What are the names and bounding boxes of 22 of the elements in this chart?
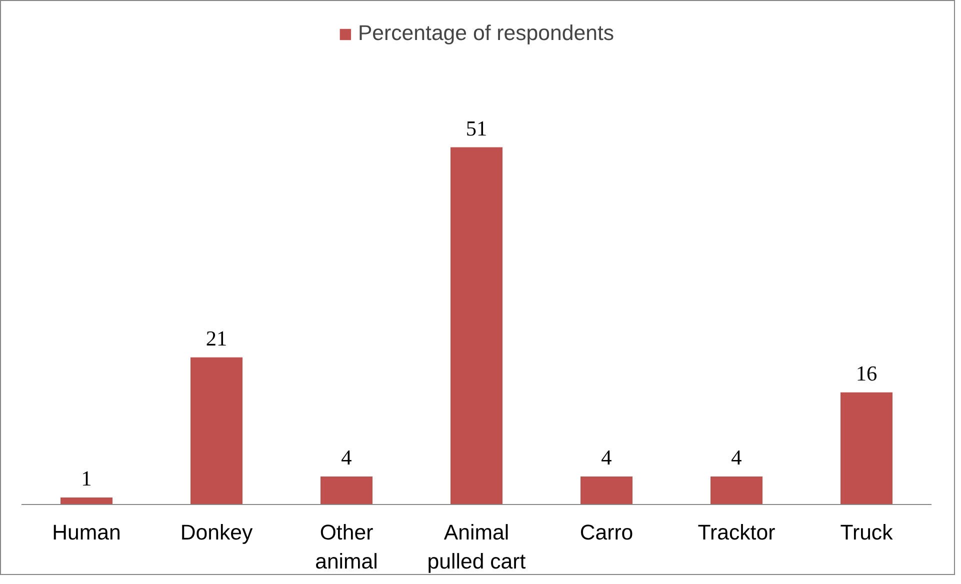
data-label: 16: [856, 361, 878, 386]
bar: [60, 497, 112, 504]
x-tick-label: Human: [52, 520, 121, 544]
x-tick-label: Tracktor: [698, 520, 776, 544]
x-tick-label: Carro: [580, 520, 634, 544]
x-tick-label: Truck: [840, 520, 894, 544]
bar: [320, 476, 372, 504]
bar: [580, 476, 632, 504]
x-tick-label: Donkey: [180, 520, 253, 544]
bar: [190, 357, 242, 504]
bar: [710, 476, 762, 504]
bar: [450, 147, 502, 504]
data-label: 4: [601, 445, 612, 470]
x-tick-label: Animal pulled cart: [427, 520, 526, 574]
bar: [840, 392, 892, 504]
data-label: 21: [206, 326, 228, 350]
x-tick-label: Other animal: [315, 520, 378, 574]
data-label: 4: [341, 445, 352, 470]
legend-label: Percentage of respondents: [358, 21, 614, 46]
data-label: 4: [731, 445, 742, 470]
data-label: 51: [466, 116, 488, 140]
data-label: 1: [81, 466, 92, 490]
